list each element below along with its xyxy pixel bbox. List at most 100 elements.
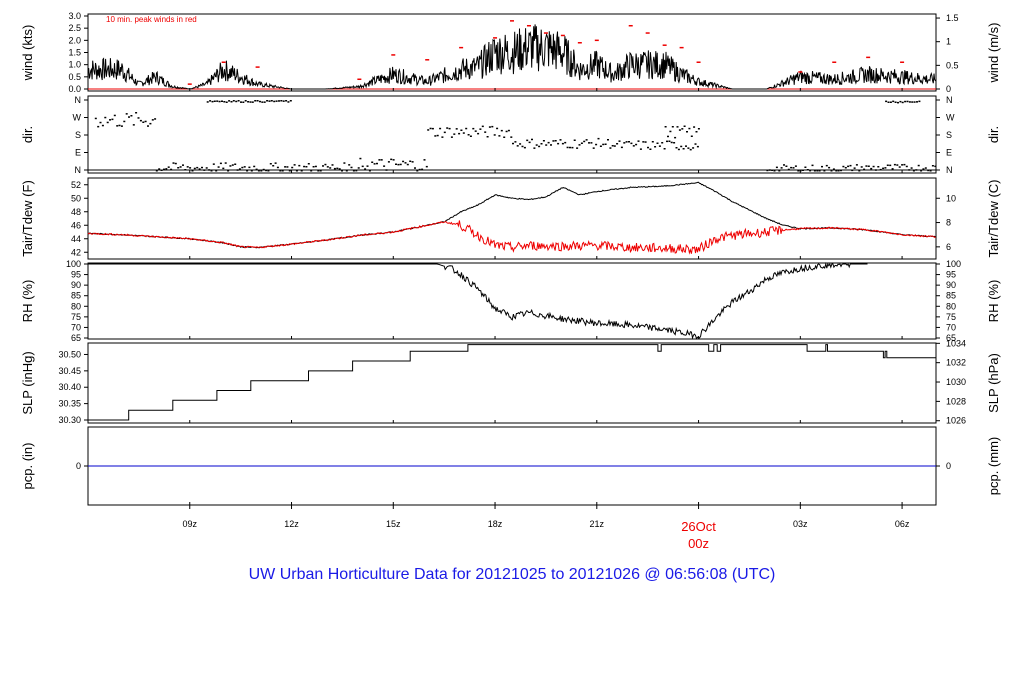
direction-point (670, 141, 673, 144)
direction-point (766, 169, 769, 172)
direction-point (218, 100, 221, 103)
direction-point (865, 165, 868, 167)
direction-left-tick-label: S (75, 130, 81, 140)
direction-point (232, 100, 235, 102)
direction-point (434, 135, 437, 137)
direction-point (399, 163, 402, 166)
direction-point (813, 170, 816, 172)
direction-point (262, 168, 265, 171)
pressure-panel-frame (87, 342, 937, 424)
humidity-series (88, 262, 868, 340)
direction-point (139, 119, 142, 122)
direction-point (500, 129, 503, 132)
direction-point (557, 142, 560, 145)
direction-point (696, 145, 699, 148)
direction-point (288, 170, 291, 172)
direction-point (217, 166, 220, 168)
direction-point (863, 168, 866, 171)
direction-point (458, 132, 461, 135)
direction-point (282, 100, 285, 102)
direction-point (317, 170, 320, 172)
temperature-left-tick-label: 44 (71, 234, 81, 244)
direction-point (193, 167, 196, 170)
direction-point (585, 139, 588, 141)
direction-point (177, 167, 180, 169)
direction-right-axis-label: dir. (986, 126, 1001, 143)
direction-point (823, 170, 826, 172)
direction-point (780, 167, 783, 169)
direction-point (355, 169, 358, 172)
direction-point (268, 100, 271, 102)
direction-point (448, 127, 451, 130)
direction-right-tick-label: W (946, 113, 955, 123)
humidity-left-tick-label: 100 (66, 259, 81, 269)
direction-point (416, 170, 419, 172)
direction-point (656, 142, 659, 144)
direction-point (804, 166, 807, 168)
direction-point (628, 141, 630, 143)
direction-point (927, 169, 930, 172)
direction-point (552, 140, 555, 142)
direction-point (521, 145, 524, 148)
direction-point (818, 170, 821, 172)
direction-point (647, 146, 649, 149)
direction-point (387, 161, 390, 163)
direction-point (465, 127, 468, 130)
x-tick-label: 09z (183, 519, 198, 529)
direction-point (324, 163, 327, 166)
direction-point (249, 101, 252, 103)
direction-point (533, 147, 536, 149)
direction-point (151, 119, 154, 121)
wind-right-tick-label: 0 (946, 84, 951, 94)
temperature-left-tick-label: 48 (71, 207, 81, 217)
direction-point (844, 167, 847, 169)
direction-point (693, 126, 696, 128)
direction-point (892, 100, 895, 103)
x-day-hour-label: 00z (688, 536, 709, 551)
direction-point (336, 167, 339, 170)
direction-point (165, 168, 168, 170)
direction-point (144, 120, 147, 123)
direction-point (828, 166, 831, 169)
dewpoint-series (87, 220, 936, 255)
direction-point (279, 170, 282, 172)
direction-point (588, 142, 590, 144)
direction-left-tick-label: N (75, 95, 82, 105)
direction-point (158, 168, 161, 170)
direction-point (284, 166, 287, 168)
humidity-right-tick-label: 80 (946, 301, 956, 311)
humidity-left-axis-label: RH (%) (20, 280, 35, 323)
direction-point (250, 170, 253, 172)
direction-point (469, 135, 472, 137)
direction-point (368, 170, 371, 172)
x-tick-label: 03z (793, 519, 808, 529)
direction-point (255, 168, 258, 171)
direction-point (609, 147, 612, 149)
pressure-left-tick-label: 30.30 (58, 415, 81, 425)
precip-left-tick-label: 0 (76, 461, 81, 471)
direction-point (929, 170, 932, 172)
direction-point (276, 166, 279, 169)
direction-point (251, 101, 254, 103)
direction-point (496, 127, 499, 130)
wind-left-axis-label: wind (kts) (20, 25, 35, 82)
direction-point (329, 167, 332, 169)
direction-point (566, 146, 569, 149)
direction-point (163, 168, 165, 171)
pressure-left-tick-label: 30.40 (58, 382, 81, 392)
direction-point (125, 113, 128, 115)
wind-right-tick-label: 0.5 (946, 60, 959, 70)
direction-point (273, 100, 276, 103)
direction-point (860, 166, 863, 168)
direction-point (160, 169, 163, 171)
direction-point (809, 169, 812, 172)
temperature-right-tick-label: 8 (946, 218, 951, 228)
direction-point (931, 165, 934, 167)
direction-point (167, 166, 170, 168)
direction-point (918, 100, 921, 103)
temperature-right-axis-label: Tair/Tdew (C) (986, 179, 1001, 257)
direction-point (305, 166, 308, 168)
direction-point (132, 124, 135, 126)
direction-point (505, 130, 508, 133)
direction-point (889, 101, 892, 103)
